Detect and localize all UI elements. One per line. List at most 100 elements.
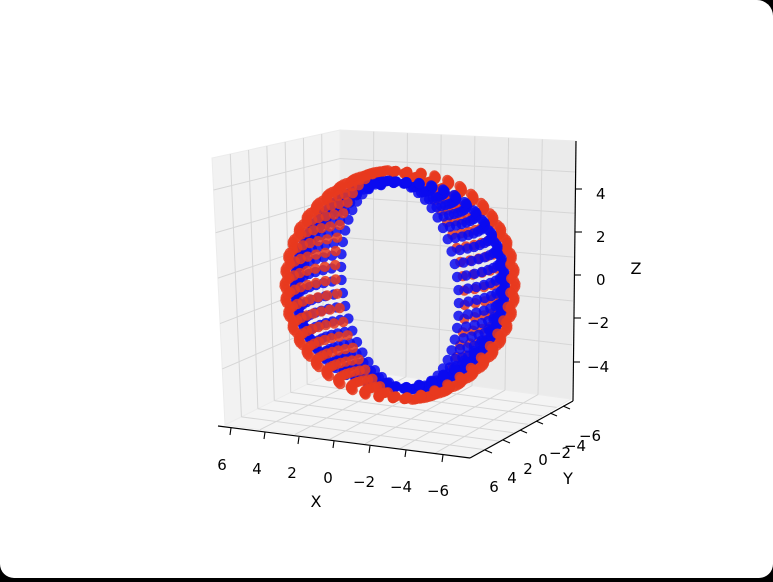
scatter-point [458, 257, 469, 268]
scatter-point [308, 308, 319, 319]
scatter-point [429, 385, 440, 396]
scatter-point [338, 316, 349, 328]
scatter-point [492, 219, 503, 231]
scatter-point [401, 176, 412, 188]
scatter-point [316, 306, 327, 317]
scatter-point [330, 259, 341, 271]
z-axis-line [572, 140, 577, 402]
scatter-point [476, 335, 487, 346]
grid-line [257, 408, 499, 442]
scatter-point [338, 208, 349, 219]
scatter-point [495, 273, 507, 285]
scatter-point [502, 301, 513, 312]
x-axis-label: X [311, 492, 322, 511]
z-tick-label: −4 [587, 358, 609, 376]
grid-line [274, 400, 514, 434]
scatter-point [320, 319, 331, 331]
scatter-point [310, 277, 322, 289]
scatter-point [324, 304, 336, 315]
y-tick-label: −2 [549, 444, 571, 462]
scatter-point [459, 355, 470, 366]
scatter-point [465, 362, 477, 374]
z-tick-label: 0 [596, 271, 606, 289]
tick-labels: 6 4 2 0 −2 −4 −6 6 4 2 0 −2 −4 −6 4 2 0 … [217, 185, 609, 500]
grid-line [339, 158, 576, 173]
scatter-point [429, 170, 440, 181]
y-tick-mark [535, 420, 544, 425]
scatter-point [495, 286, 506, 298]
scatter-point [415, 389, 426, 400]
grid-line [290, 391, 528, 425]
scatter-point [321, 234, 333, 245]
x-tick-label: −2 [353, 473, 375, 491]
scatter-point [390, 165, 402, 177]
scatter-point [321, 290, 333, 301]
scatter-point [304, 294, 316, 305]
scatter-point [376, 371, 387, 383]
scatter-point [360, 173, 371, 185]
scatter-point [320, 211, 331, 222]
scatter-point [483, 225, 494, 236]
x-tick-label: −6 [427, 482, 449, 500]
y-tick-label: 6 [489, 478, 499, 496]
scatter-point [413, 177, 425, 189]
scatter-point [483, 324, 494, 335]
y-tick-label: 0 [538, 451, 548, 469]
z-tick-label: 2 [596, 228, 606, 246]
x-tick-mark [229, 427, 232, 436]
y-tick-label: −6 [579, 427, 601, 445]
scatter-point [342, 330, 353, 341]
scatter-point [316, 223, 327, 234]
y-tick-mark [562, 405, 571, 410]
y-tick-mark [502, 439, 511, 444]
scatter-point [426, 375, 437, 386]
scatter-point [347, 342, 358, 353]
z-axis-label: Z [631, 259, 642, 278]
scatter-point [320, 247, 331, 258]
scatter-point [453, 297, 465, 309]
scatter-point [310, 263, 321, 274]
scatter-point [312, 292, 324, 303]
scatter-point [476, 214, 487, 225]
grid-line [399, 389, 506, 450]
scatter-point [468, 205, 479, 216]
x-tick-mark [368, 445, 371, 454]
scatter-point [330, 274, 341, 285]
scatter-point [458, 333, 469, 344]
scatter-point [453, 310, 464, 321]
scatter-point [506, 273, 517, 284]
y-axis-label: Y [562, 469, 573, 488]
scatter-point [301, 265, 313, 276]
scatter-point [454, 371, 465, 383]
grid-line [213, 158, 341, 191]
scatter-point [347, 204, 358, 216]
grid-line [364, 385, 473, 445]
scatter-point [360, 364, 371, 375]
scatter-point [342, 197, 353, 208]
grid-line [434, 394, 539, 454]
scatter-point [462, 309, 474, 320]
axis-ticks [229, 188, 582, 463]
scatter-point [310, 249, 322, 260]
scatter-point [302, 251, 313, 262]
grid-line [229, 153, 242, 417]
y-tick-mark [484, 449, 493, 454]
scatter-point [330, 245, 341, 257]
scatter-point [353, 354, 364, 365]
scatter-point [401, 381, 412, 393]
scatter-point [451, 271, 463, 283]
scatter-point [334, 302, 345, 314]
scatter-point [302, 279, 313, 291]
scatter-point [463, 296, 474, 307]
scatter-point [459, 196, 470, 208]
scatter-point [462, 283, 474, 294]
scatter-point [498, 315, 509, 326]
scatter-point [351, 196, 363, 207]
scatter-point [492, 299, 504, 310]
scatter-point [488, 312, 500, 323]
scatter-point [468, 345, 479, 357]
scatter-point [492, 248, 504, 259]
scatter-point [453, 284, 464, 296]
scatter-point [484, 208, 496, 219]
